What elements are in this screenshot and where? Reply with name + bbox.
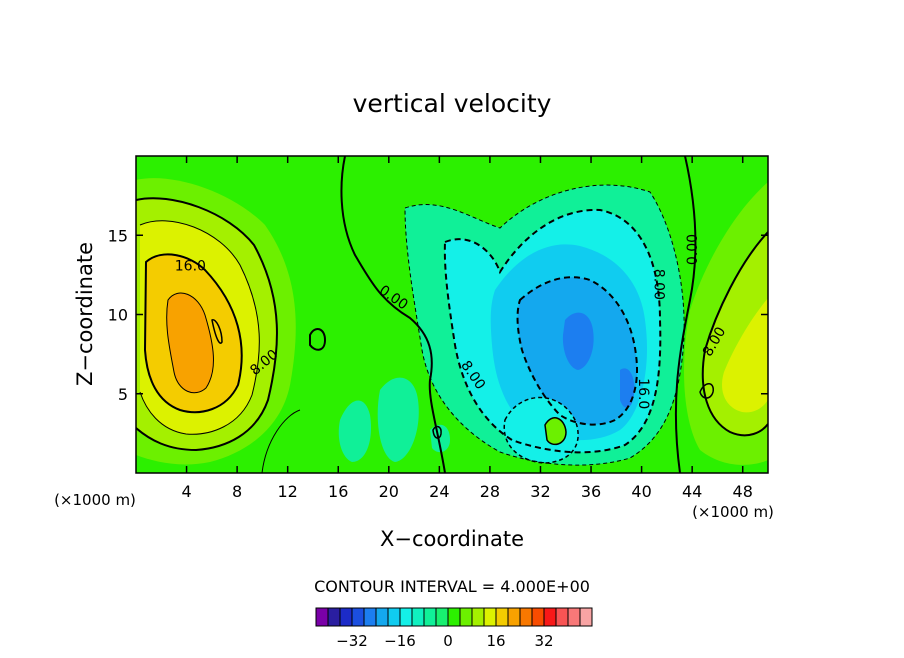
x-tick-label: 36 — [581, 482, 601, 501]
contour-line-pos-right-8 — [701, 231, 768, 437]
x-tick-label: 40 — [631, 482, 651, 501]
colorbar-swatch — [483, 607, 497, 627]
contour-line-0-right — [674, 156, 697, 473]
x-tick-label: 24 — [429, 482, 449, 501]
contour-label-group: 16.0 — [175, 258, 206, 274]
colorbar-swatch — [519, 607, 533, 627]
colorbar-swatch — [315, 607, 329, 627]
region-neg-level-20b — [620, 368, 635, 408]
contour-line-low-left — [261, 409, 301, 473]
contour-line-pos-left-8 — [136, 197, 278, 452]
contour-line-small-loop-2 — [432, 425, 442, 439]
contour-interval-text: CONTOUR INTERVAL = 4.000E+00 — [314, 577, 590, 596]
colorbar-swatch — [447, 607, 461, 627]
contour-line-pos-left-20 — [166, 292, 214, 394]
colorbar-tick-label: −32 — [336, 632, 368, 650]
x-tick-label: 12 — [278, 482, 298, 501]
colorbar-tick-label: 32 — [534, 632, 553, 650]
colorbar-swatch — [375, 607, 389, 627]
colorbar-swatch — [543, 607, 557, 627]
x-axis-ticks: 4 8 12 16 20 24 28 32 36 40 44 48 — [181, 156, 753, 501]
region-pos-level-20 — [166, 292, 214, 393]
colorbar-swatch — [471, 607, 485, 627]
x-axis-label: X−coordinate — [380, 527, 524, 551]
region-neg-low-left — [338, 400, 372, 462]
y-tick-label: 5 — [118, 385, 128, 404]
colorbar-swatch — [567, 607, 581, 627]
contour-label-group: 8.00 — [650, 269, 666, 300]
colorbar-swatch — [351, 607, 365, 627]
colorbar-swatch — [531, 607, 545, 627]
colorbar-swatch — [411, 607, 425, 627]
contour-line-neg-low — [503, 396, 579, 464]
contour-line-pos-left-12 — [139, 220, 260, 435]
colorbar-swatch — [387, 607, 401, 627]
y-axis-ticks: 5 10 15 — [108, 226, 768, 404]
colorbar-swatch — [495, 607, 509, 627]
x-tick-label: 48 — [733, 482, 753, 501]
contour-line-pos-left-20b — [211, 319, 223, 344]
colorbar-swatch — [507, 607, 521, 627]
y-tick-label: 10 — [108, 306, 128, 325]
colorbar-swatch — [363, 607, 377, 627]
region-neg-low-level-8 — [504, 397, 579, 463]
chart-title: vertical velocity — [353, 89, 552, 118]
colorbar-tick-label: −16 — [384, 632, 416, 650]
colorbar: −32 −16 0 16 32 — [315, 607, 593, 650]
contour-label: 16.0 — [175, 258, 206, 274]
contour-line-0 — [340, 156, 446, 473]
colorbar-swatch — [327, 607, 341, 627]
x-unit-right: (×1000 m) — [692, 503, 774, 521]
contour-line-pos-left-16 — [143, 253, 243, 414]
x-tick-label: 16 — [328, 482, 348, 501]
contour-label: 8.00 — [650, 269, 666, 300]
contour-line-pos-small-center — [544, 417, 567, 446]
colorbar-swatch — [423, 607, 437, 627]
contour-line-pos-right-small — [699, 383, 714, 399]
contour-line-neg-16 — [516, 276, 638, 426]
x-tick-label: 20 — [379, 482, 399, 501]
colorbar-tick-label: 16 — [486, 632, 505, 650]
colorbar-swatch — [579, 607, 593, 627]
region-pos-small-level-4 — [545, 417, 566, 445]
contour-label: 16.0 — [635, 378, 651, 409]
contour-line-neg-8 — [443, 208, 662, 454]
colorbar-swatch — [459, 607, 473, 627]
colorbar-swatch — [339, 607, 353, 627]
region-neg-low-mid — [377, 377, 419, 462]
colorbar-swatch — [399, 607, 413, 627]
contour-lines — [136, 156, 768, 473]
colorbar-swatch — [555, 607, 569, 627]
contour-line-small-loop-1 — [309, 328, 327, 351]
x-tick-label: 8 — [232, 482, 242, 501]
contour-line-neg-4 — [404, 184, 685, 466]
region-neg-low-mid2 — [430, 424, 450, 453]
x-tick-label: 44 — [682, 482, 702, 501]
contour-label: 0.00 — [685, 234, 701, 265]
y-axis-label: Z−coordinate — [73, 242, 97, 386]
filled-contour-field — [136, 156, 768, 473]
colorbar-tick-label: 0 — [443, 632, 453, 650]
x-unit-left: (×1000 m) — [54, 491, 136, 509]
contour-label-group: 16.0 — [635, 378, 651, 409]
region-neg-level-20 — [562, 312, 594, 370]
y-tick-label: 15 — [108, 226, 128, 245]
x-tick-label: 32 — [530, 482, 550, 501]
x-tick-label: 28 — [480, 482, 500, 501]
colorbar-swatch — [435, 607, 449, 627]
region-pos-right-level-12 — [722, 298, 768, 413]
x-tick-label: 4 — [181, 482, 191, 501]
contour-label-group: 0.00 — [685, 234, 701, 265]
